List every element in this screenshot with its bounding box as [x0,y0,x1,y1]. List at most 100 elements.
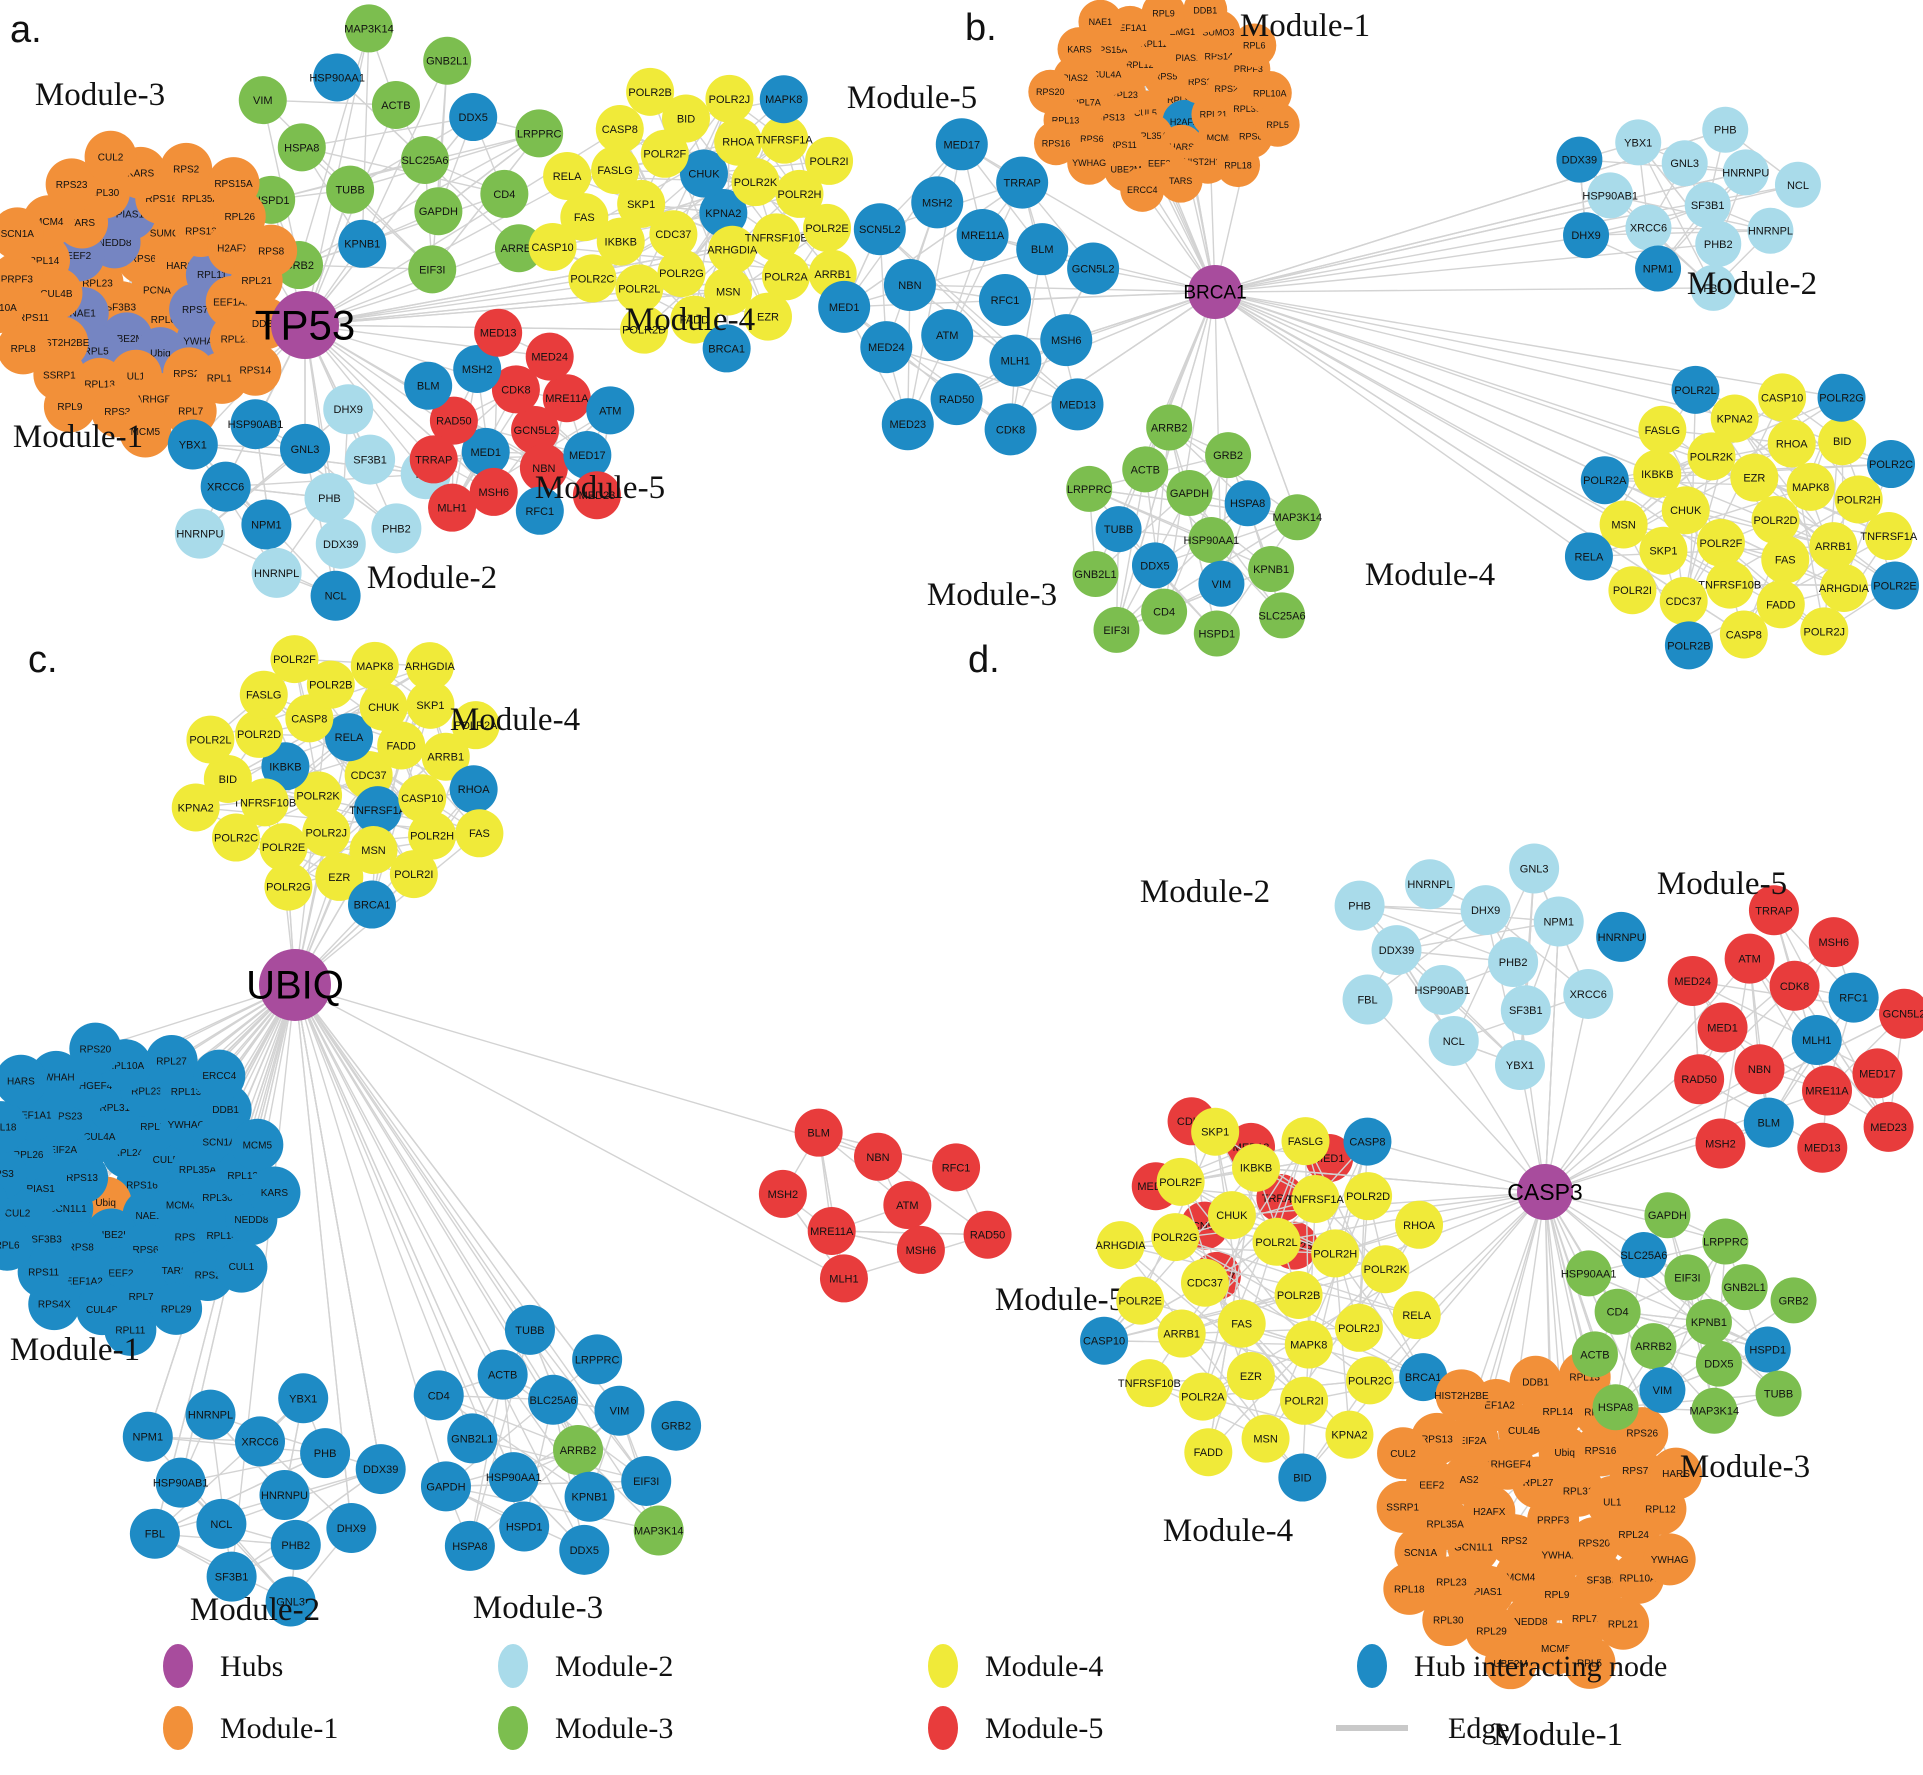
node-CASP10 [1080,1316,1129,1365]
node-PHB2 [270,1519,321,1570]
node-SF3B1 [1684,182,1731,228]
node-GCN5L2 [1879,988,1923,1039]
node-CASP8 [1719,610,1768,659]
node-HSP90AA1 [313,53,362,102]
node-SLC25A6 [1620,1232,1667,1279]
node-POLR2L [1671,365,1720,414]
cluster-b-module-4: POLR2DPOLR2FEZRFASCHUKMAPK8TNFRSF10BPOLR… [1564,365,1920,670]
panel-a: a.SLC25A6TUBBACTBGAPDHHSPA8DDX5KPNB1HSP9… [0,4,857,621]
node-GNB2L1 [1072,551,1119,598]
node-UBE2M [1484,1637,1537,1690]
cluster-c-module-3: ARRB2HSP90AA1BLC25A6KPNB1GNB2L1VIMHSPD1A… [413,1304,702,1575]
node-POLR2J [705,74,754,123]
node-SSRP1 [0,1183,8,1222]
panel-d-nodes: PHB2HSP90AB1DHX9SF3B1DDX39NPM1NCLHNRNPLX… [1080,843,1923,1690]
node-MED23 [1863,1101,1914,1152]
node-MSH6 [896,1225,945,1274]
node-DDX39 [1556,136,1603,183]
node-HNRNPU [259,1470,310,1520]
node-VIM [238,76,287,125]
node-RPL18 [0,1101,28,1154]
node-TARS [1158,158,1203,203]
node-YBX1 [1494,1040,1545,1091]
node-HNRNPL [1405,859,1456,910]
module-label-a-module-5: Module-5 [535,470,665,506]
node-TUBB [504,1304,555,1355]
node-MSH6 [1040,314,1093,367]
legend-swatch-module5 [928,1706,958,1750]
legend-label: Hubs [220,1650,283,1683]
node-RPL30 [1422,1594,1475,1647]
module-label-a-module-4: Module-4 [625,302,755,338]
node-TNFRSF1A [1864,512,1913,561]
node-DHX9 [326,1503,377,1554]
node-DDX39 [355,1444,406,1495]
node-HIST2H2BE [1435,1369,1488,1422]
node-MRE11A [956,208,1009,261]
node-BID [1818,417,1867,466]
hub-node-CASP3 [1517,1164,1573,1220]
node-MLH1 [989,334,1042,387]
node-HNRNPL [185,1389,236,1440]
node-EZR [1226,1352,1275,1401]
node-ACTB [1122,446,1169,493]
node-POLR2E [803,203,852,252]
node-FADD [1756,580,1805,629]
node-POLR2D [235,709,284,758]
node-MED1 [1697,1002,1748,1053]
legend-item-module-4: Module-4 [928,1644,1103,1688]
module-label-c-module-3: Module-3 [473,1590,603,1626]
node-HNRNPL [1747,207,1794,254]
module-label-a-module-2: Module-2 [367,560,497,596]
node-DDX5 [1695,1340,1742,1387]
node-MAP3K14 [1274,494,1321,541]
node-TNFRSF10B [752,213,801,262]
node-PHB2 [1488,937,1539,987]
node-POLR2L [615,264,664,313]
node-YBX1 [167,419,218,470]
node-LRPPRC [572,1334,623,1385]
module-label-a-module-1: Module-1 [13,419,143,455]
node-TRRAP [996,156,1049,209]
hub-label-CASP3: CASP3 [1507,1179,1582,1205]
node-CDK8 [491,365,540,414]
cluster-d-module-2: PHB2HSP90AB1DHX9SF3B1DDX39NPM1NCLHNRNPLX… [1334,843,1647,1091]
node-ERCC4 [193,1049,246,1102]
node-POLR2H [1311,1229,1360,1278]
node-MLH1 [819,1254,868,1303]
node-HSP90AB1 [155,1457,206,1508]
node-SKP1 [617,179,666,228]
legend-item-module-5: Module-5 [928,1706,1103,1750]
node-POLR2H [1834,475,1883,524]
node-POLR2B [306,660,355,709]
node-MED23 [881,398,934,451]
node-HARS [1650,1447,1703,1500]
node-KPNA2 [171,783,220,832]
node-XRCC6 [1625,204,1672,251]
node-MSH6 [1808,917,1859,968]
node-KPNB1 [338,219,387,268]
node-RAD50 [963,1210,1012,1259]
panel-letter-d: d. [968,639,1000,681]
node-POLR2H [408,811,457,860]
node-ARRB1 [1809,522,1858,571]
node-YBX1 [1615,119,1662,166]
node-TNFRSF1A [760,115,809,164]
legend-swatch-module4 [928,1644,958,1688]
node-POLR2G [1817,373,1866,422]
node-BID [1278,1453,1327,1502]
node-FAS [455,809,504,858]
node-HSP90AA1 [1565,1250,1612,1297]
node-KPNA2 [1710,394,1759,443]
node-FAS [560,193,609,242]
node-TUBB [326,165,375,214]
node-YWHAG [1643,1533,1696,1586]
module-label-b-module-4: Module-4 [1365,557,1495,593]
node-NBN [854,1132,903,1181]
node-BLM [1743,1097,1794,1148]
node-MLH1 [1791,1015,1842,1065]
node-NPM1 [1533,896,1584,947]
node-POLR2D [1344,1172,1393,1221]
node-MED17 [1852,1048,1903,1099]
node-MAPK8 [350,641,399,690]
